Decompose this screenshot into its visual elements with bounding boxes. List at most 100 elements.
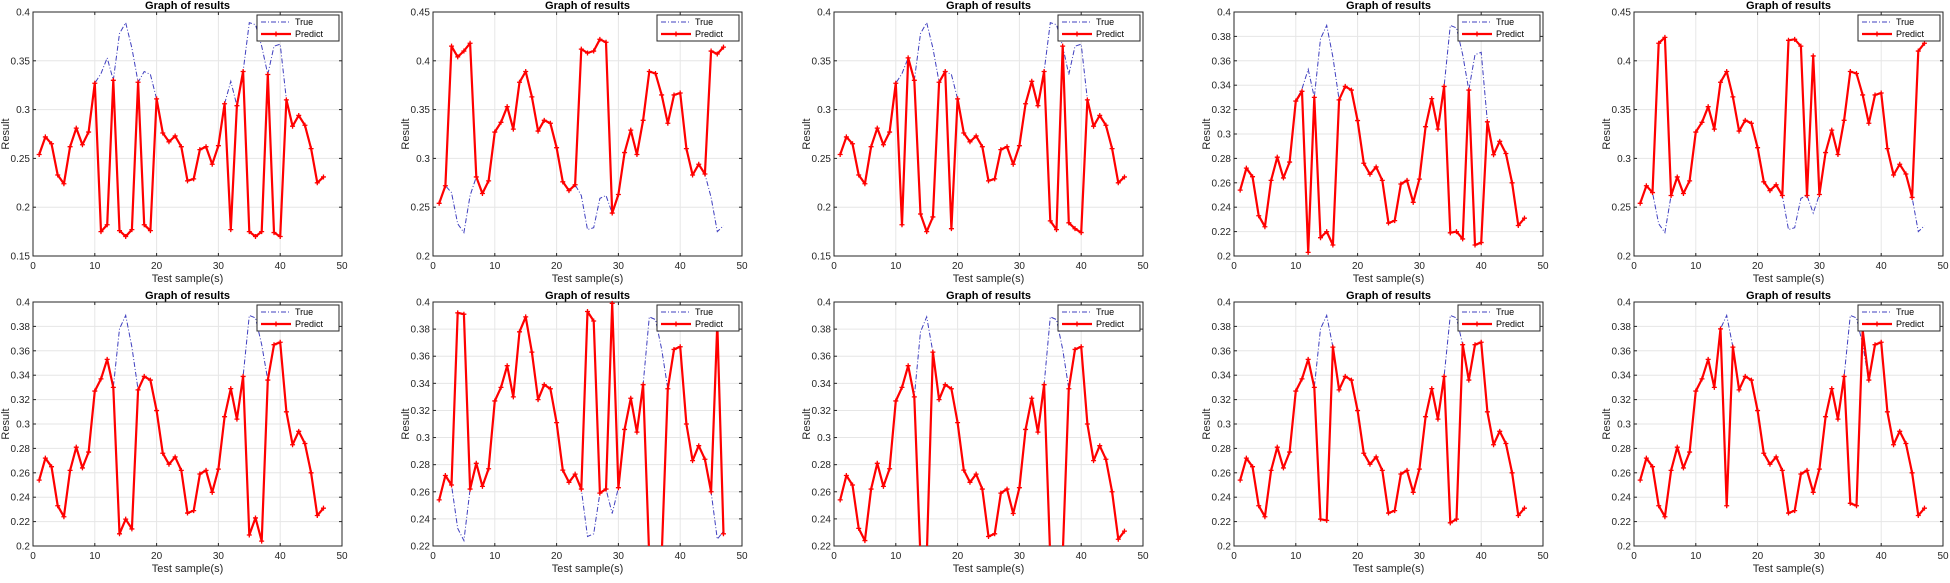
predict-point <box>1637 477 1643 483</box>
y-axis-label: Result <box>0 408 12 439</box>
predict-point <box>1466 87 1472 93</box>
predict-point <box>1847 500 1853 506</box>
predict-point <box>1687 449 1693 455</box>
predict-point <box>1497 138 1503 144</box>
predict-point <box>535 128 541 134</box>
y-axis-label: Result <box>400 118 412 149</box>
x-axis-label: Test sample(s) <box>1753 273 1825 285</box>
predict-point <box>615 485 621 491</box>
predict-point <box>1872 92 1878 98</box>
y-tick-label: 0.35 <box>411 105 431 116</box>
predict-point <box>1103 122 1109 128</box>
predict-point <box>1779 467 1785 473</box>
predict-point <box>259 229 265 235</box>
predict-point <box>1478 339 1484 345</box>
y-tick-label: 0.22 <box>812 542 832 553</box>
y-tick-label: 0.34 <box>1212 81 1232 92</box>
predict-point <box>271 342 277 348</box>
predict-point <box>449 43 455 49</box>
predict-point <box>572 471 578 477</box>
predict-point <box>1066 386 1072 392</box>
predict-point <box>622 150 628 156</box>
x-tick-label: 40 <box>1476 551 1488 562</box>
predict-point <box>191 508 197 514</box>
predict-point <box>1503 441 1509 447</box>
predict-point <box>277 233 283 239</box>
predict-point <box>92 80 98 86</box>
predict-point <box>240 373 246 379</box>
predict-point <box>1767 461 1773 467</box>
y-tick-label: 0.2 <box>1217 542 1231 553</box>
predict-point <box>160 450 166 456</box>
y-tick-label: 0.2 <box>1217 252 1231 263</box>
predict-point <box>296 428 302 434</box>
predict-point <box>129 227 135 233</box>
predict-point <box>671 346 677 352</box>
predict-point <box>1004 486 1010 492</box>
y-tick-label: 0.3 <box>416 433 430 444</box>
y-tick-label: 0.4 <box>1217 8 1231 19</box>
predict-point <box>1680 191 1686 197</box>
predict-point <box>1379 467 1385 473</box>
predict-point <box>720 44 726 50</box>
predict-point <box>677 344 683 350</box>
predict-point <box>135 79 141 85</box>
y-tick-label: 0.32 <box>411 406 431 417</box>
predict-point <box>1084 421 1090 427</box>
x-tick-label: 30 <box>1014 551 1026 562</box>
legend-predict-label: Predict <box>1896 319 1925 329</box>
predict-point <box>473 460 479 466</box>
x-tick-label: 0 <box>831 261 837 272</box>
predict-point <box>1915 513 1921 518</box>
x-tick-label: 10 <box>1690 261 1702 272</box>
predict-point <box>498 119 504 125</box>
predict-point <box>1250 174 1256 180</box>
legend-predict-label: Predict <box>1096 319 1125 329</box>
y-tick-label: 0.3 <box>1217 130 1231 141</box>
legend-predict-marker <box>1474 321 1480 327</box>
predict-point <box>843 134 849 140</box>
y-tick-label: 0.26 <box>1212 468 1232 479</box>
predict-point <box>172 454 178 460</box>
y-tick-label: 0.24 <box>1212 493 1232 504</box>
predict-point <box>1355 408 1361 414</box>
predict-point <box>1398 181 1404 187</box>
x-tick-label: 20 <box>151 261 163 272</box>
y-tick-label: 0.3 <box>416 154 430 165</box>
predict-point <box>1521 505 1527 511</box>
predict-point <box>948 386 954 392</box>
predict-point <box>283 97 289 103</box>
predict-point <box>1884 146 1890 152</box>
predict-point <box>1441 373 1447 379</box>
predict-point <box>708 489 714 495</box>
predict-point <box>197 471 203 477</box>
chart-3: 0 10 20 30 40 50 0.15 0.2 0.25 0.3 0.35 0.4 Graph of… <box>801 0 1149 285</box>
legend-box <box>656 304 740 332</box>
predict-point <box>930 214 936 220</box>
predict-point <box>1305 356 1311 362</box>
predict-point <box>899 384 905 390</box>
predict-point <box>252 233 258 239</box>
legend-predict-label: Predict <box>695 29 724 39</box>
y-tick-label: 0.15 <box>11 252 31 263</box>
predict-point <box>1515 223 1521 228</box>
legend-predict-marker <box>273 31 279 37</box>
legend-box <box>1857 304 1941 332</box>
legend-true-label: True <box>1496 307 1514 317</box>
predict-point <box>172 133 178 139</box>
x-tick-label: 50 <box>1537 261 1549 272</box>
y-tick-label: 0.4 <box>817 298 831 309</box>
predict-point <box>1078 230 1084 236</box>
predict-point <box>265 377 271 383</box>
predict-point <box>197 147 203 153</box>
predict-point <box>135 387 141 393</box>
x-axis-label: Test sample(s) <box>1353 273 1425 285</box>
legend-box <box>1057 304 1141 332</box>
predict-point <box>1109 489 1115 495</box>
y-tick-label: 0.34 <box>411 379 431 390</box>
y-axis-label: Result <box>801 118 813 149</box>
predict-point <box>1121 174 1127 180</box>
predict-point <box>850 141 856 147</box>
predict-point <box>541 117 547 123</box>
x-tick-label: 0 <box>1231 551 1237 562</box>
